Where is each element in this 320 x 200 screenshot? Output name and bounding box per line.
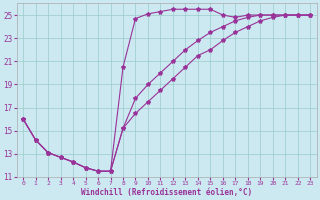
X-axis label: Windchill (Refroidissement éolien,°C): Windchill (Refroidissement éolien,°C): [81, 188, 252, 197]
